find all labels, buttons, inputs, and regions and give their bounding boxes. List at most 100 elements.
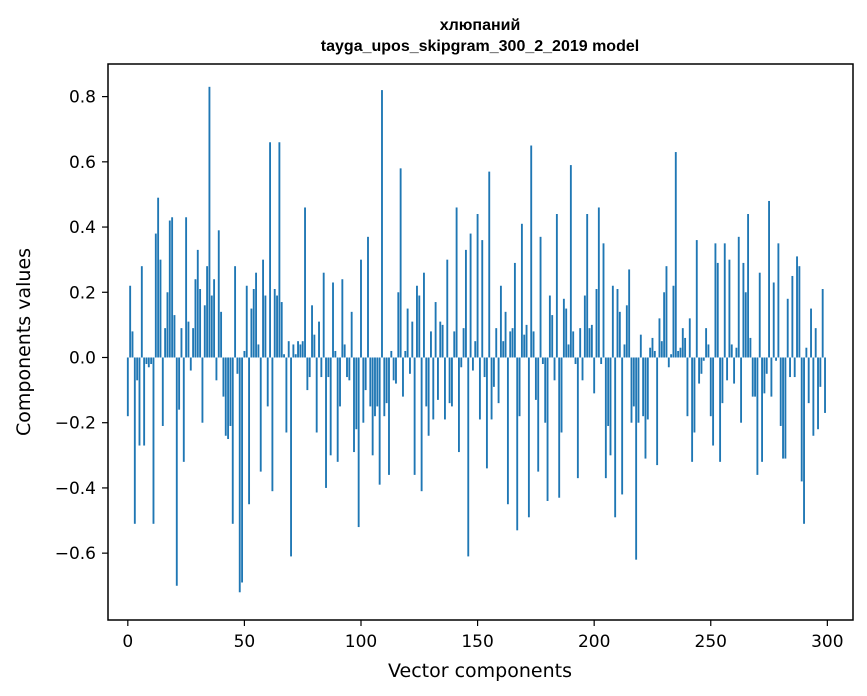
bar — [768, 200, 770, 358]
bar — [325, 357, 327, 488]
bar — [306, 357, 309, 391]
bar — [336, 357, 339, 462]
bar — [259, 357, 262, 472]
bar — [392, 357, 395, 381]
bar — [252, 289, 255, 358]
bar — [453, 331, 456, 358]
bar — [138, 357, 141, 446]
bar — [791, 275, 794, 358]
bar — [264, 295, 267, 358]
bar — [747, 214, 750, 358]
plot-area-frame — [107, 63, 854, 621]
bar — [593, 357, 596, 394]
bar — [602, 243, 605, 358]
bar — [182, 357, 185, 462]
bar — [381, 90, 383, 358]
bar — [796, 256, 798, 358]
bar — [371, 357, 374, 456]
bar — [534, 357, 537, 400]
bar — [313, 334, 316, 358]
x-tick-label: 300 — [811, 632, 843, 652]
bar — [569, 165, 572, 358]
bar — [360, 259, 362, 358]
bar — [723, 243, 726, 358]
bar — [206, 266, 209, 358]
bar — [357, 357, 360, 528]
bar — [756, 357, 759, 475]
bar — [269, 142, 271, 358]
bar — [437, 357, 439, 400]
bar — [299, 344, 302, 358]
bar — [236, 357, 239, 374]
bar — [688, 318, 691, 358]
bar — [255, 272, 257, 358]
bar — [481, 240, 484, 358]
bar — [702, 357, 705, 361]
x-tick-label: 250 — [695, 632, 727, 652]
bar — [637, 357, 640, 423]
bar — [546, 357, 549, 501]
bar — [364, 357, 367, 391]
bar — [175, 357, 178, 586]
bar — [369, 357, 372, 407]
bar — [532, 331, 535, 358]
bar — [684, 337, 687, 358]
bar — [229, 357, 232, 426]
bar — [215, 357, 218, 381]
bar — [304, 207, 306, 358]
bar — [213, 279, 216, 358]
bar — [807, 357, 810, 404]
bar — [222, 357, 225, 397]
bar — [353, 357, 355, 453]
bar — [707, 344, 710, 358]
bar — [476, 214, 479, 358]
bar — [653, 350, 656, 358]
bar — [490, 357, 493, 420]
bar — [742, 262, 745, 358]
bar — [691, 357, 694, 462]
bar — [726, 357, 729, 381]
bar — [187, 321, 190, 358]
bar — [406, 308, 409, 358]
bar — [383, 357, 386, 417]
bar — [376, 357, 379, 407]
bar — [196, 249, 199, 358]
bar — [758, 272, 761, 358]
bar — [341, 279, 344, 358]
bar — [355, 357, 358, 430]
bar — [527, 357, 530, 518]
bar — [348, 357, 351, 381]
bar — [147, 357, 150, 368]
bar — [334, 350, 337, 358]
bar — [558, 357, 561, 498]
bar — [250, 308, 253, 358]
bar — [397, 292, 400, 358]
bar — [810, 308, 812, 358]
bar — [728, 259, 731, 358]
bar — [285, 357, 288, 433]
bar — [467, 357, 470, 557]
y-tick-label: 0.4 — [69, 218, 96, 238]
bar — [674, 152, 677, 358]
bar — [513, 262, 516, 358]
bar — [520, 223, 523, 358]
bar — [339, 357, 341, 407]
bar — [227, 357, 230, 440]
bar — [800, 357, 803, 482]
bar — [497, 357, 500, 404]
bar — [537, 357, 540, 472]
bar — [693, 357, 696, 433]
bar — [474, 341, 477, 358]
bar — [154, 233, 157, 358]
bar — [395, 357, 397, 384]
bar — [754, 357, 756, 397]
bar — [793, 357, 796, 378]
bar — [670, 354, 673, 358]
bar — [301, 341, 304, 358]
bar — [611, 285, 614, 358]
bar — [234, 266, 237, 358]
bar — [346, 357, 348, 378]
bar — [131, 331, 134, 358]
